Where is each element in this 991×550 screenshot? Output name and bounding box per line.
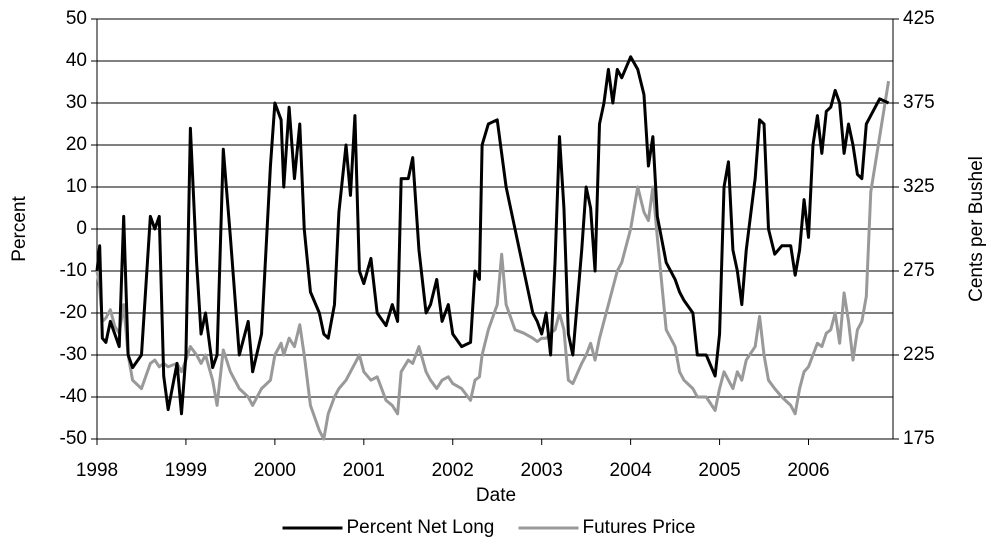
x-tick-label: 2003 xyxy=(521,460,563,481)
series-line xyxy=(95,55,890,416)
y-tick-label: -10 xyxy=(60,260,87,281)
x-tick-label: 2006 xyxy=(787,460,829,481)
y2-tick-label: 325 xyxy=(903,176,935,197)
y-tick-label: 10 xyxy=(66,176,87,197)
y-tick-label: 20 xyxy=(66,134,87,155)
x-tick-label: 1999 xyxy=(165,460,207,481)
plot-frame xyxy=(96,18,894,440)
y-tick-label: -30 xyxy=(60,344,87,365)
y2-tick-label: 175 xyxy=(903,428,935,449)
x-axis-title: Date xyxy=(476,485,516,506)
y-axis-title: Percent xyxy=(9,196,30,262)
x-tick-label: 2002 xyxy=(432,460,474,481)
y-tick-label: 40 xyxy=(66,50,87,71)
y-tick-label: -50 xyxy=(60,428,87,449)
y2-axis-title: Cents per Bushel xyxy=(966,156,987,302)
y-tick-label: 0 xyxy=(76,218,87,239)
y-tick-label: 30 xyxy=(66,92,87,113)
y2-tick-label: 275 xyxy=(903,260,935,281)
x-tick-label: 2000 xyxy=(254,460,296,481)
y2-tick-label: 225 xyxy=(903,344,935,365)
x-tick-label: 2001 xyxy=(343,460,385,481)
y2-tick-label: 425 xyxy=(903,8,935,29)
y-tick-label: -40 xyxy=(60,386,87,407)
x-tick-label: 1998 xyxy=(76,460,118,481)
legend-label: Percent Net Long xyxy=(347,517,495,538)
y-tick-label: 50 xyxy=(66,8,87,29)
legend-label: Futures Price xyxy=(583,517,696,538)
y2-tick-label: 375 xyxy=(903,92,935,113)
x-tick-label: 2004 xyxy=(609,460,652,481)
series-line xyxy=(95,80,891,441)
y-tick-label: -20 xyxy=(60,302,87,323)
x-tick-label: 2005 xyxy=(698,460,740,481)
